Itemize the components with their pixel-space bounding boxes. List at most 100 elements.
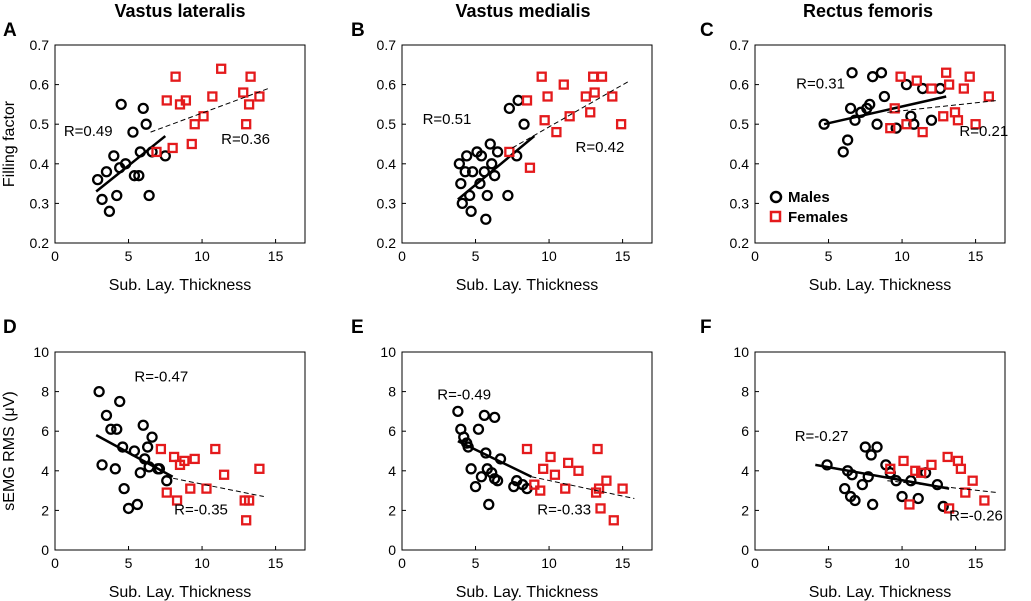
male-data-point (153, 463, 166, 475)
female-data-point (545, 451, 556, 463)
female-data-point (601, 475, 612, 486)
male-data-point (93, 385, 105, 398)
female-data-point (504, 146, 515, 158)
female-data-point (955, 463, 967, 474)
female-data-point (588, 71, 599, 82)
female-data-point (167, 142, 178, 154)
female-data-point (885, 123, 896, 134)
male-data-point (137, 419, 149, 431)
female-data-point (185, 483, 196, 494)
male-data-point (103, 205, 116, 217)
male-regression-line (457, 439, 532, 478)
male-data-point (114, 395, 126, 408)
female-regression-line (165, 476, 264, 498)
male-data-point (131, 498, 144, 511)
male-data-point (846, 67, 858, 79)
x-tick-label: 10 (541, 248, 557, 264)
x-tick-label: 10 (894, 555, 910, 571)
female-data-point (243, 495, 255, 506)
male-data-point (134, 467, 146, 479)
male-data-point (475, 471, 488, 483)
panel-e-semg-vastus-medialis: 0 5 10 15 0 2 4 6 8 10 Sub. Lay. Thickness R=-0.49 R… (380, 344, 653, 601)
female-data-point (941, 67, 952, 78)
male-data-point (512, 94, 524, 107)
male-data-point (937, 500, 949, 513)
y-tick-label: 4 (41, 463, 49, 479)
male-data-point (100, 166, 113, 178)
female-data-point (898, 455, 909, 467)
female-data-point (180, 95, 192, 106)
male-data-point (465, 205, 477, 217)
female-data-point (238, 87, 249, 98)
x-tick-label: 0 (751, 248, 759, 264)
female-regression-line (531, 476, 635, 500)
male-data-point (143, 189, 155, 202)
y-tick-label: 10 (733, 344, 749, 360)
male-data-point (821, 459, 833, 471)
male-data-point (111, 189, 123, 202)
female-data-point (889, 103, 900, 114)
female-data-point (254, 463, 265, 474)
male-data-point (111, 423, 123, 435)
female-data-point (535, 485, 546, 496)
female-data-point (607, 91, 618, 102)
female-data-point (189, 119, 200, 130)
male-data-point (837, 146, 849, 158)
y-tick-label: 8 (741, 384, 749, 400)
male-data-point (488, 411, 501, 423)
female-data-point (207, 91, 218, 102)
male-data-point (127, 126, 139, 138)
female-data-point (216, 63, 227, 74)
female-data-point (170, 71, 181, 82)
x-tick-label: 0 (398, 248, 406, 264)
female-regression-line (150, 88, 269, 133)
x-tick-label: 15 (268, 555, 284, 571)
y-tick-label: 6 (388, 423, 396, 439)
y-tick-label: 0.2 (377, 235, 397, 251)
female-data-point (964, 71, 975, 82)
y-tick-label: 0.7 (377, 37, 397, 53)
plot-frame (401, 44, 653, 244)
male-data-point (478, 409, 491, 422)
female-data-point (155, 443, 167, 455)
male-regression-line (95, 135, 167, 193)
male-data-point (518, 118, 530, 130)
male-data-point (890, 122, 902, 134)
female-data-point (536, 71, 547, 82)
female-data-point (189, 453, 200, 465)
male-data-point (100, 409, 113, 422)
y-tick-label: 0.4 (30, 156, 50, 172)
correlation-annotation: R=-0.26 (949, 507, 1003, 524)
female-data-point (885, 463, 896, 474)
male-data-point (486, 467, 498, 479)
female-data-point (241, 515, 252, 526)
plot-frame (401, 351, 653, 551)
y-axis-label: Filling factor (1, 100, 18, 187)
male-data-point (137, 102, 149, 115)
female-data-point (592, 443, 603, 455)
column-title-rectus-femoris: Rectus femoris (803, 1, 933, 21)
y-tick-label: 4 (388, 463, 396, 479)
legend-females-label: Females (788, 209, 848, 226)
panel-c-filling-factor-rectus-femoris: 0 5 10 15 0.2 0.3 0.4 0.5 0.6 0.7 Sub. Lay. Thickn… (730, 37, 1009, 294)
female-data-point (960, 487, 971, 498)
female-data-point (210, 443, 221, 455)
y-tick-label: 10 (380, 344, 396, 360)
male-data-point (146, 431, 158, 443)
male-data-point (480, 213, 492, 225)
panel-letter-c: C (700, 20, 714, 41)
correlation-annotation: R=0.21 (959, 123, 1008, 140)
x-tick-label: 10 (894, 248, 910, 264)
female-data-point (538, 463, 549, 474)
male-data-point (841, 134, 854, 146)
female-data-point (151, 146, 162, 158)
female-data-point (243, 99, 255, 110)
female-data-point (580, 91, 591, 102)
x-tick-label: 10 (194, 248, 210, 264)
x-axis-label: Sub. Lay. Thickness (109, 277, 252, 294)
y-tick-label: 0.6 (377, 77, 397, 93)
male-data-point (472, 423, 485, 435)
y-tick-label: 4 (741, 463, 749, 479)
x-tick-label: 15 (968, 555, 984, 571)
correlation-annotation: R=0.31 (796, 76, 845, 93)
